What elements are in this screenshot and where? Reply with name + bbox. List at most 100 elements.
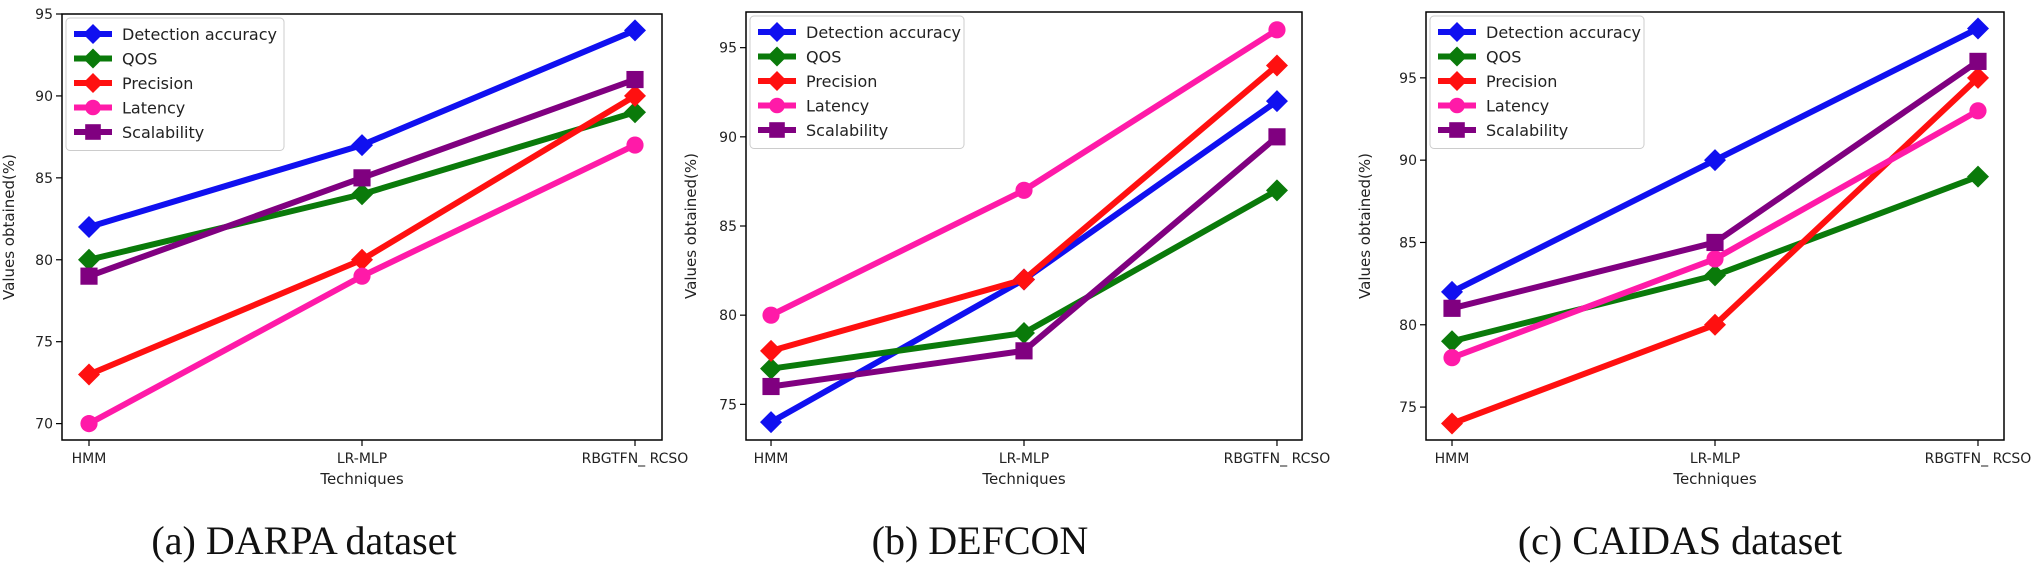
data-point-qos bbox=[351, 183, 373, 206]
data-point-detection-accuracy bbox=[1704, 149, 1726, 172]
data-point-detection-accuracy bbox=[624, 19, 646, 42]
data-point-scalability bbox=[353, 169, 371, 187]
panel-caption: (a) DARPA dataset bbox=[151, 518, 456, 563]
legend-marker-latency bbox=[85, 99, 101, 116]
y-tick-label: 75 bbox=[1399, 400, 1417, 416]
legend-label-latency: Latency bbox=[806, 97, 869, 116]
legend-marker-latency bbox=[1449, 97, 1465, 114]
legend: Detection accuracy QOS Precision Latency Sca… bbox=[1429, 15, 1645, 149]
data-point-precision bbox=[1265, 54, 1288, 77]
x-tick-label: LR-MLP bbox=[337, 451, 387, 467]
y-tick-label: 90 bbox=[1399, 153, 1417, 169]
data-point-latency bbox=[80, 415, 98, 433]
y-axis-ticks: 75 80 85 90 95 bbox=[1399, 71, 1426, 416]
x-tick-label: RBGTFN_ RCSO bbox=[1925, 451, 2032, 467]
y-tick-label: 90 bbox=[35, 89, 53, 105]
y-tick-label: 95 bbox=[719, 41, 737, 57]
data-point-qos bbox=[624, 101, 646, 124]
data-point-detection-accuracy bbox=[760, 411, 783, 434]
y-axis-label: Values obtained(%) bbox=[1356, 153, 1374, 299]
x-tick-label: HMM bbox=[1435, 451, 1470, 467]
panel-defcon: 75 80 85 90 95 HMM LR-MLP RBGTFN_ RCSO Techniq… bbox=[682, 11, 1331, 563]
legend-marker-qos bbox=[767, 46, 787, 67]
data-point-precision bbox=[78, 363, 100, 386]
x-tick-label: RBGTFN_ RCSO bbox=[582, 451, 689, 467]
data-point-latency bbox=[626, 136, 644, 154]
panel-caption: (c) CAIDAS dataset bbox=[1518, 518, 1842, 563]
panel-darpa: 70 75 80 85 90 95 HMM LR-MLP RBGTFN_ RCSO Techn… bbox=[0, 7, 688, 563]
data-point-scalability bbox=[1268, 128, 1286, 146]
legend: Detection accuracy QOS Precision Latency Sca… bbox=[65, 17, 285, 151]
data-point-detection-accuracy bbox=[78, 216, 100, 238]
data-point-detection-accuracy bbox=[1441, 280, 1464, 303]
data-point-scalability bbox=[626, 70, 644, 89]
data-point-detection-accuracy bbox=[1265, 90, 1288, 113]
x-axis-ticks: HMM LR-MLP RBGTFN_ RCSO bbox=[72, 440, 689, 467]
legend-marker-latency bbox=[769, 97, 785, 114]
y-tick-label: 80 bbox=[1399, 318, 1417, 334]
data-point-qos bbox=[1265, 179, 1288, 202]
data-point-detection-accuracy bbox=[1966, 17, 1989, 40]
y-axis-label: Values obtained(%) bbox=[682, 153, 700, 299]
legend-label-detection-accuracy: Detection accuracy bbox=[1486, 23, 1641, 42]
data-point-qos bbox=[78, 248, 100, 271]
data-point-precision bbox=[1013, 268, 1035, 291]
series-markers bbox=[760, 21, 1288, 434]
data-point-precision bbox=[351, 248, 373, 271]
legend-marker-qos bbox=[1447, 46, 1467, 67]
panel-caption: (b) DEFCON bbox=[872, 518, 1089, 563]
data-point-qos bbox=[1441, 330, 1464, 353]
legend-marker-scalability bbox=[1449, 122, 1465, 138]
legend-label-scalability: Scalability bbox=[806, 121, 888, 140]
legend: Detection accuracy QOS Precision Latency Sca… bbox=[749, 15, 965, 149]
x-tick-label: HMM bbox=[72, 451, 107, 467]
legend-marker-scalability bbox=[769, 122, 785, 138]
legend-box bbox=[749, 15, 965, 149]
data-point-latency bbox=[1443, 349, 1461, 367]
y-tick-label: 75 bbox=[719, 397, 737, 413]
data-point-scalability bbox=[1015, 342, 1033, 360]
y-tick-label: 95 bbox=[35, 7, 53, 23]
legend-marker-scalability bbox=[85, 124, 101, 140]
x-tick-label: LR-MLP bbox=[999, 451, 1049, 467]
data-point-precision bbox=[1441, 412, 1464, 435]
y-tick-label: 95 bbox=[1399, 71, 1417, 87]
legend-label-qos: QOS bbox=[1486, 48, 1521, 67]
legend-marker-precision bbox=[1447, 71, 1467, 91]
y-tick-label: 75 bbox=[35, 335, 53, 351]
data-point-scalability bbox=[762, 377, 780, 396]
y-tick-label: 80 bbox=[719, 308, 737, 324]
legend-label-latency: Latency bbox=[122, 99, 185, 118]
legend-label-precision: Precision bbox=[1486, 72, 1557, 91]
x-axis-label: Techniques bbox=[319, 470, 404, 488]
x-axis-ticks: HMM LR-MLP RBGTFN_ RCSO bbox=[754, 440, 1331, 467]
y-axis-label: Values obtained(%) bbox=[0, 154, 18, 300]
y-axis-ticks: 75 80 85 90 95 bbox=[719, 41, 746, 413]
legend-label-scalability: Scalability bbox=[122, 123, 204, 142]
data-point-latency bbox=[762, 306, 780, 324]
x-axis-label: Techniques bbox=[1672, 470, 1757, 488]
legend-marker-precision bbox=[767, 71, 787, 91]
data-point-scalability bbox=[1706, 233, 1724, 252]
series-markers bbox=[78, 19, 646, 433]
y-tick-label: 90 bbox=[719, 130, 737, 146]
x-axis-ticks: HMM LR-MLP RBGTFN_ RCSO bbox=[1435, 440, 2032, 467]
legend-marker-detection-accuracy bbox=[767, 22, 787, 42]
data-point-qos bbox=[1966, 165, 1989, 188]
data-point-qos bbox=[1704, 264, 1726, 287]
data-point-precision bbox=[624, 84, 646, 107]
series-markers bbox=[1441, 17, 1989, 435]
data-point-latency bbox=[1015, 181, 1033, 199]
data-point-latency bbox=[1969, 102, 1987, 120]
data-point-latency bbox=[1268, 21, 1286, 39]
data-point-qos bbox=[1013, 322, 1035, 344]
legend-label-qos: QOS bbox=[122, 50, 157, 69]
data-point-precision bbox=[1704, 313, 1726, 336]
legend-marker-detection-accuracy bbox=[83, 24, 103, 44]
x-tick-label: RBGTFN_ RCSO bbox=[1224, 451, 1331, 467]
legend-box bbox=[1429, 15, 1645, 149]
x-tick-label: HMM bbox=[754, 451, 789, 467]
legend-label-precision: Precision bbox=[122, 74, 193, 93]
legend-label-precision: Precision bbox=[806, 72, 877, 91]
